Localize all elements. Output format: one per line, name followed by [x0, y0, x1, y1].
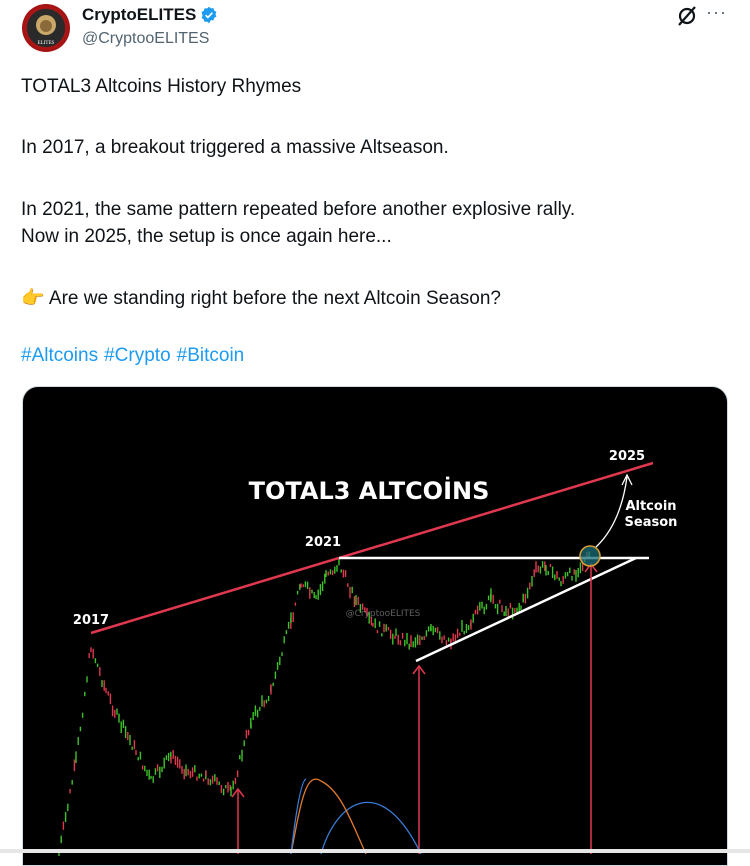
- resistance-line: [90, 461, 654, 635]
- grok-icon[interactable]: [676, 5, 698, 33]
- hashtags: #Altcoins #Crypto #Bitcoin: [21, 345, 250, 367]
- rising-support-line: [415, 556, 637, 663]
- hashtag-crypto[interactable]: #Crypto: [104, 345, 171, 366]
- watermark: @CryptooELITES: [346, 609, 421, 619]
- tweet-line-3: Now in 2025, the setup is once again her…: [21, 226, 392, 247]
- hashtag-bitcoin[interactable]: #Bitcoin: [176, 345, 245, 366]
- tweet-question: 👉 Are we standing right before the next …: [21, 288, 501, 309]
- tweet-line-1: In 2017, a breakout triggered a massive …: [21, 137, 449, 158]
- label-2017: 2017: [73, 613, 109, 628]
- red-arrows: [231, 562, 598, 854]
- svg-text:ELITES: ELITES: [38, 41, 55, 46]
- annotation-altcoin: Altcoin: [625, 499, 676, 514]
- author-handle[interactable]: @CryptooELITES: [82, 30, 210, 47]
- indicator-line-blue: [320, 801, 422, 855]
- tweet-media-chart[interactable]: TOTAL3 ALTCOİNS 2017 2021 2025 Altcoin S…: [22, 386, 728, 866]
- verified-badge-icon: [201, 6, 217, 24]
- more-icon[interactable]: ···: [706, 2, 727, 22]
- label-2021: 2021: [305, 535, 341, 550]
- scrollbar-track: [0, 849, 750, 853]
- pointing-hand-icon: 👉: [21, 288, 45, 309]
- curved-arrow: [595, 476, 628, 548]
- price-candles: [58, 551, 590, 856]
- lion-logo-icon: ELITES: [36, 15, 56, 46]
- avatar[interactable]: ELITES: [22, 4, 70, 52]
- chart-title: TOTAL3 ALTCOİNS: [249, 476, 490, 505]
- hashtag-altcoins[interactable]: #Altcoins: [21, 345, 99, 366]
- annotation-season: Season: [625, 515, 678, 530]
- label-2025: 2025: [609, 449, 645, 464]
- tweet-line-2: In 2021, the same pattern repeated befor…: [21, 199, 576, 220]
- tweet-title: TOTAL3 Altcoins History Rhymes: [21, 76, 302, 97]
- breakout-circle: [579, 545, 601, 567]
- indicator-line-orange: [290, 778, 367, 855]
- author-name[interactable]: CryptoELITES: [82, 5, 218, 25]
